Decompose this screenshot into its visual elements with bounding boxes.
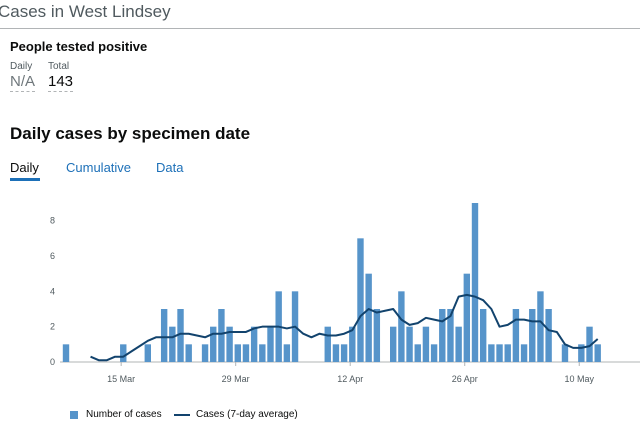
total-label: Total <box>48 61 70 72</box>
daily-label: Daily <box>10 61 33 72</box>
case-bar[interactable] <box>120 344 127 362</box>
area-title: Cases in West Lindsey <box>0 2 171 21</box>
tab-cumulative[interactable]: Cumulative <box>66 160 132 175</box>
case-bar[interactable] <box>406 326 413 362</box>
case-bar[interactable] <box>218 309 225 362</box>
case-bar[interactable] <box>447 309 454 362</box>
case-bar[interactable] <box>537 291 544 362</box>
average-line[interactable] <box>90 293 599 362</box>
daily-cases-chart: 0 2 4 6 8 15 Mar 29 Mar 12 Apr 26 Apr 10 May <box>50 203 640 384</box>
case-bar[interactable] <box>512 309 520 362</box>
case-bar[interactable] <box>169 326 176 362</box>
summary-title: People tested positive <box>10 39 148 54</box>
chart-heading: Daily cases by specimen date <box>10 124 251 143</box>
case-bar[interactable] <box>283 344 291 362</box>
case-bar[interactable] <box>250 326 258 362</box>
case-bar[interactable] <box>398 291 405 362</box>
x-tick-label: 29 Mar <box>222 374 250 384</box>
case-bar[interactable] <box>488 344 495 362</box>
case-bar[interactable] <box>144 344 151 362</box>
case-bar[interactable] <box>340 344 348 362</box>
case-bar[interactable] <box>185 344 192 362</box>
case-bar[interactable] <box>520 344 528 362</box>
case-bar[interactable] <box>422 326 430 362</box>
legend-swatch-line <box>174 413 190 416</box>
daily-metric: Daily N/A <box>10 61 36 92</box>
case-bar[interactable] <box>234 344 241 362</box>
case-bar[interactable] <box>201 344 209 362</box>
top-bar: Cases in West Lindsey <box>0 0 640 29</box>
case-bar[interactable] <box>242 344 250 362</box>
y-tick-label: 4 <box>50 286 55 296</box>
legend-item-bars[interactable]: Number of cases <box>70 409 162 420</box>
tab-data[interactable]: Data <box>156 160 184 175</box>
case-bar[interactable] <box>414 344 421 362</box>
case-bar[interactable] <box>496 344 503 362</box>
case-bar[interactable] <box>373 309 381 362</box>
case-bar[interactable] <box>357 238 364 362</box>
daily-value[interactable]: N/A <box>10 73 36 92</box>
total-value[interactable]: 143 <box>48 73 74 92</box>
case-bar[interactable] <box>160 309 168 362</box>
active-tab-indicator <box>10 178 40 181</box>
case-bar[interactable] <box>471 203 479 362</box>
case-bar[interactable] <box>210 326 217 362</box>
case-bar[interactable] <box>439 309 446 362</box>
y-tick-label: 2 <box>50 322 55 332</box>
case-bar[interactable] <box>594 344 601 362</box>
case-bar[interactable] <box>62 344 70 362</box>
legend-item-line[interactable]: Cases (7-day average) <box>174 409 298 420</box>
case-bar[interactable] <box>226 326 233 362</box>
case-bar[interactable] <box>390 326 397 362</box>
x-tick-label: 10 May <box>564 374 594 384</box>
case-bar[interactable] <box>504 344 511 362</box>
case-bar[interactable] <box>259 344 266 362</box>
case-bar[interactable] <box>529 309 536 362</box>
case-bar[interactable] <box>586 326 593 362</box>
case-bar[interactable] <box>177 309 184 362</box>
y-tick-label: 0 <box>50 357 55 367</box>
case-bar[interactable] <box>324 326 331 362</box>
tab-daily[interactable]: Daily <box>10 160 39 175</box>
case-bar[interactable] <box>578 344 585 362</box>
y-tick-label: 6 <box>50 251 55 261</box>
x-tick-label: 15 Mar <box>107 374 135 384</box>
legend-swatch-bars <box>70 410 78 419</box>
legend-label-bars: Number of cases <box>86 409 162 420</box>
y-tick-label: 8 <box>50 216 55 226</box>
case-bar[interactable] <box>545 309 552 362</box>
case-bar[interactable] <box>349 326 356 362</box>
case-bar[interactable] <box>365 273 372 362</box>
case-bar[interactable] <box>332 344 340 362</box>
case-bar[interactable] <box>455 326 462 362</box>
case-bar[interactable] <box>561 344 569 362</box>
x-tick-label: 12 Apr <box>337 374 363 384</box>
case-bar[interactable] <box>463 273 471 362</box>
case-bar[interactable] <box>430 344 438 362</box>
total-metric: Total 143 <box>48 61 74 92</box>
case-bar[interactable] <box>479 309 487 362</box>
summary-card: People tested positive Daily N/A Total 1… <box>0 29 640 111</box>
chart-panel <box>0 111 640 427</box>
case-bar[interactable] <box>267 326 274 362</box>
legend-label-line: Cases (7-day average) <box>196 409 298 420</box>
x-tick-label: 26 Apr <box>452 374 478 384</box>
